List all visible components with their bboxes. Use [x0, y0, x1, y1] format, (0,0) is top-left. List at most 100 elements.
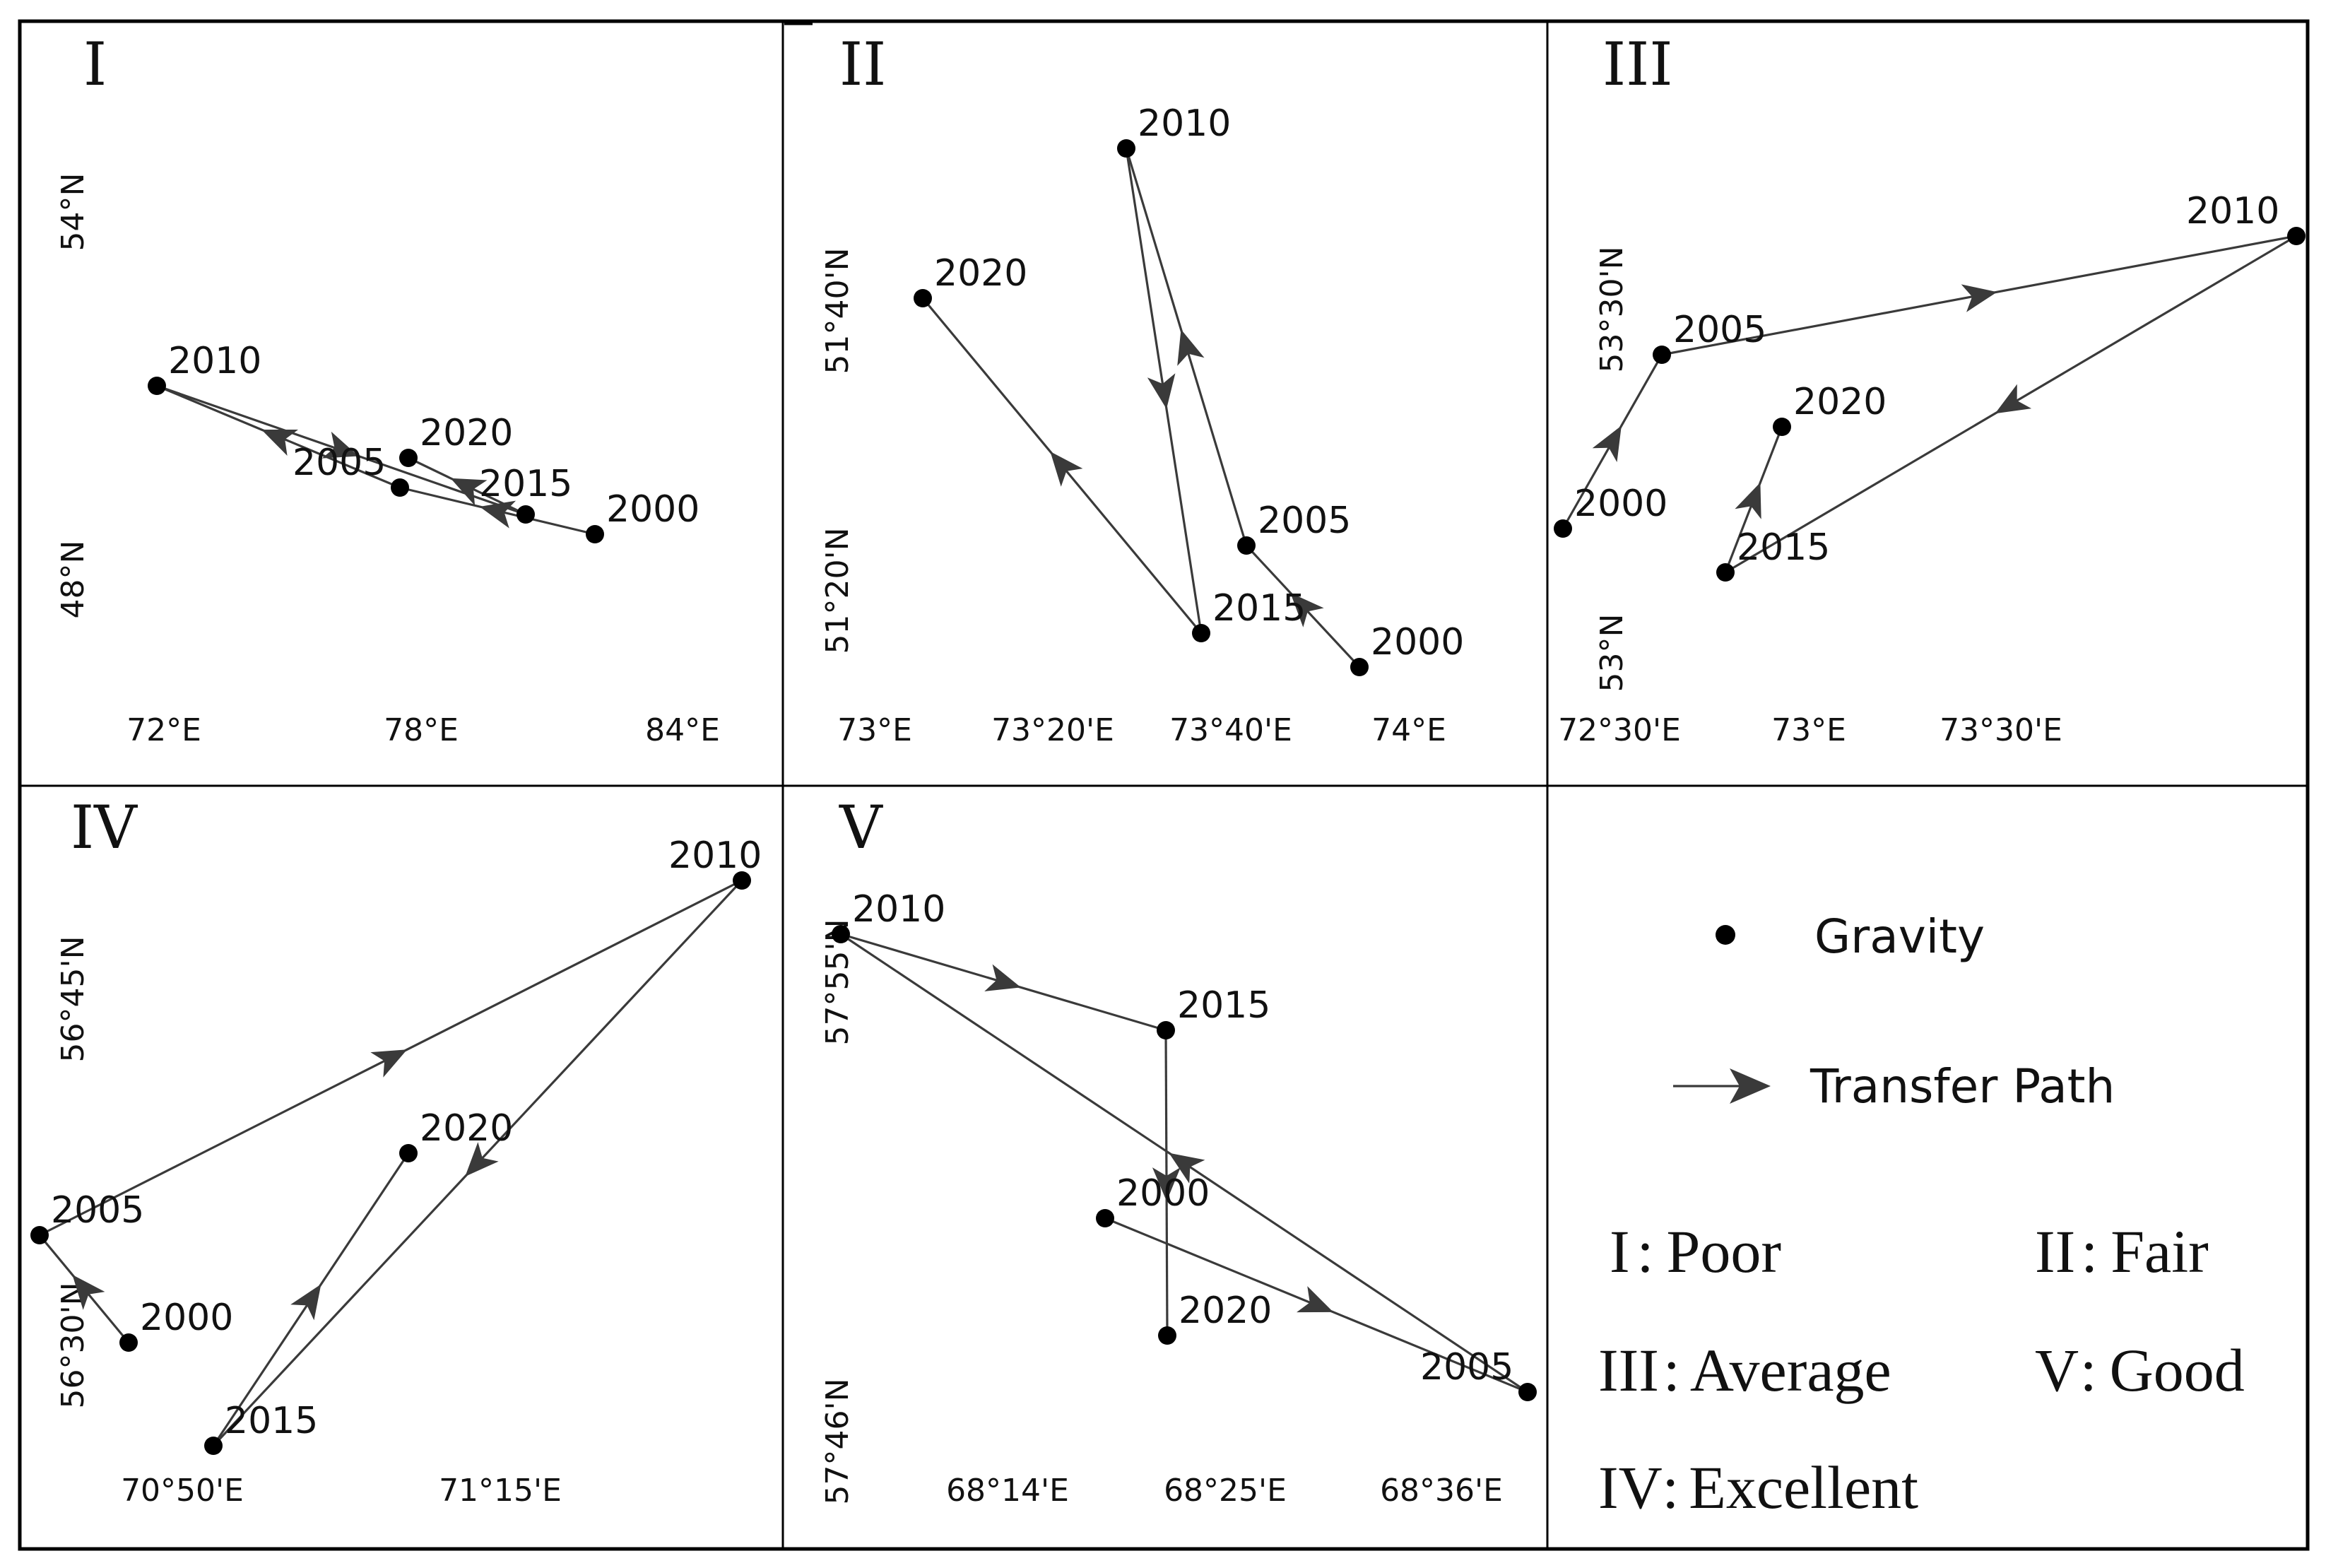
panel-iii-gravity-point-2020: [1773, 418, 1791, 436]
panel-i-x-tick-label: 78°E: [384, 712, 459, 748]
panel-i-year-label-2015: 2015: [479, 463, 572, 505]
panel-ii-gravity-point-2000: [1350, 658, 1369, 676]
panel-i-gravity-point-2000: [586, 525, 604, 543]
panel-iii-year-label-2000: 2000: [1574, 483, 1667, 525]
panel-v-gravity-point-2015: [1157, 1021, 1175, 1039]
panel-iv-gravity-point-2010: [733, 871, 751, 890]
legend: Gravity Transfer Path I: Poor II: Fair III…: [1598, 909, 2245, 1521]
panel-v-year-label-2015: 2015: [1177, 984, 1270, 1027]
panel-i-transfer-arrow-icon: [450, 478, 488, 506]
legend-path-label: Transfer Path: [1810, 1059, 2115, 1114]
legend-class-average-numeral: III: [1598, 1336, 1659, 1404]
panel-iii-gravity-point-2010: [2287, 227, 2306, 245]
panel-ii-label: II: [839, 30, 886, 99]
panel-v-y-tick-label: 57°46'N: [820, 1379, 856, 1505]
panel-ii-y-tick-label: 51°40'N: [820, 248, 856, 375]
panel-iii-transfer-arrow-icon: [1961, 284, 1997, 312]
panel-iii-gravity-point-2000: [1554, 519, 1572, 538]
panel-iv-transfer-arrow-icon: [72, 1274, 105, 1310]
panel-ii-gravity-point-2020: [914, 289, 932, 307]
panel-ii-x-tick-label: 73°E: [837, 712, 912, 748]
panel-iii-gravity-point-2015: [1716, 563, 1735, 582]
panel-iii-transfer-arrow-icon: [1735, 482, 1761, 519]
panel-v-x-tick-label: 68°36'E: [1380, 1473, 1503, 1509]
panel-iv-gravity-point-2005: [30, 1226, 49, 1244]
panel-ii-y-tick-label: 51°20'N: [820, 528, 856, 654]
panel-i-gravity-point-2020: [399, 449, 418, 467]
panel-v-x-tick-label: 68°14'E: [946, 1473, 1069, 1509]
panel-v-gravity-point-2000: [1096, 1209, 1114, 1227]
panel-ii-x-tick-label: 73°20'E: [991, 712, 1114, 748]
panel-iv-gravity-point-2000: [119, 1333, 138, 1352]
panel-iv-year-label-2015: 2015: [225, 1400, 318, 1442]
panel-v-x-tick-label: 68°25'E: [1164, 1473, 1287, 1509]
panel-v-year-label-2010: 2010: [852, 888, 945, 931]
panel-ii-x-tick-label: 73°40'E: [1169, 712, 1292, 748]
panel-iv-transfer-arrow-icon: [465, 1142, 499, 1177]
panel-iv-transfer-arrow-icon: [370, 1049, 408, 1078]
panel-ii-year-label-2005: 2005: [1258, 500, 1351, 542]
panel-i-label: I: [83, 30, 107, 99]
panel-iv-year-label-2005: 2005: [51, 1189, 144, 1232]
panel-i-year-label-2000: 2000: [606, 488, 699, 531]
panel-i-year-label-2020: 2020: [420, 412, 513, 454]
panel-ii: II 73°E 73°20'E 73°40'E 74°E 51°40'N 51°20'N 20…: [820, 30, 1464, 748]
panel-i-year-label-2005: 2005: [293, 442, 386, 484]
panel-ii-year-label-2010: 2010: [1138, 102, 1231, 145]
panel-i-gravity-point-2015: [516, 505, 535, 524]
panel-i-transfer-arrow-icon: [321, 431, 359, 459]
panel-iii-year-label-2010: 2010: [2186, 190, 2279, 232]
panel-iii-year-label-2015: 2015: [1737, 526, 1830, 569]
legend-gravity-icon: [1716, 925, 1735, 945]
panel-v-year-label-2005: 2005: [1420, 1346, 1513, 1389]
legend-class-poor: I: Poor: [1610, 1218, 1781, 1285]
panel-iii-transfer-arrow-icon: [1995, 384, 2032, 414]
panel-i-x-tick-label: 72°E: [126, 712, 201, 748]
panel-i-gravity-point-2010: [148, 377, 166, 395]
panel-iii-y-tick-label: 53°30'N: [1594, 247, 1630, 373]
panel-ii-gravity-point-2010: [1117, 139, 1135, 158]
panel-iii-transfer-arrow-icon: [1592, 425, 1622, 463]
panel-i-gravity-point-2005: [391, 478, 409, 497]
panel-iv-year-label-2000: 2000: [140, 1297, 233, 1339]
panel-ii-x-tick-label: 74°E: [1371, 712, 1446, 748]
panel-i-transfer-arrow-icon: [261, 429, 299, 456]
panel-i-y-tick-label: 54°N: [55, 173, 91, 252]
legend-class-poor-name: Poor: [1667, 1218, 1781, 1285]
panel-v-gravity-point-2005: [1518, 1383, 1537, 1401]
legend-class-average-name: Average: [1690, 1336, 1891, 1404]
legend-class-average: III: Average: [1598, 1336, 1891, 1404]
panel-v-label: V: [839, 793, 883, 862]
panel-v-transfer-arrow-icon: [1152, 1167, 1181, 1201]
panel-v: V68°14'E 68°25'E 68°36'E57°55'N57°46'N2000…: [820, 793, 1537, 1509]
legend-class-fair: II: Fair: [2035, 1218, 2209, 1285]
panel-ii-year-label-2020: 2020: [934, 252, 1027, 295]
panel-v-gravity-point-2010: [832, 925, 850, 943]
panel-i-y-tick-label: 48°N: [55, 541, 91, 619]
panel-iii: III 72°30'E 73°E 73°30'E 53°30'N 53°N 2000 2005…: [1554, 30, 2306, 748]
panel-iv-gravity-point-2015: [204, 1437, 223, 1455]
legend-path-arrow-icon: [1730, 1068, 1771, 1104]
panel-i-year-label-2010: 2010: [168, 340, 261, 382]
legend-class-excellent: IV: Excellent: [1598, 1454, 1918, 1521]
panel-ii-gravity-point-2005: [1237, 536, 1256, 555]
panel-iv-x-tick-label: 71°15'E: [439, 1473, 562, 1509]
panel-iii-y-tick-label: 53°N: [1594, 614, 1630, 692]
panel-ii-transfer-arrow-icon: [1050, 452, 1083, 487]
panel-ii-year-label-2000: 2000: [1371, 621, 1464, 664]
panel-iv-gravity-point-2020: [399, 1144, 418, 1162]
panel-v-year-label-2020: 2020: [1179, 1290, 1272, 1332]
panel-iii-year-label-2020: 2020: [1793, 381, 1887, 423]
panel-iv-year-label-2020: 2020: [420, 1107, 513, 1150]
legend-class-poor-numeral: I: [1610, 1218, 1630, 1285]
panel-iii-year-label-2005: 2005: [1673, 309, 1766, 351]
panel-ii-transfer-arrow-icon: [1177, 329, 1205, 366]
panel-v-year-label-2000: 2000: [1116, 1172, 1210, 1215]
panel-ii-year-label-2015: 2015: [1212, 587, 1306, 630]
legend-gravity-label: Gravity: [1814, 909, 1985, 964]
panel-iii-x-tick-label: 72°30'E: [1558, 712, 1681, 748]
panel-iii-x-tick-label: 73°E: [1771, 712, 1846, 748]
legend-class-fair-numeral: II: [2035, 1218, 2075, 1285]
